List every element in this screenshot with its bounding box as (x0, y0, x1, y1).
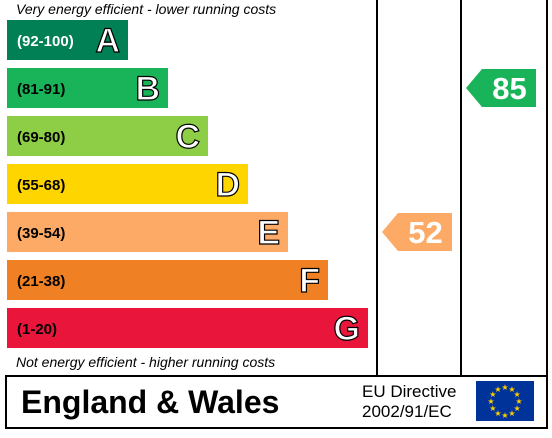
flag-star: ★ (489, 390, 496, 399)
current-rating-arrow (382, 213, 452, 251)
directive-line-2: 2002/91/EC (362, 402, 452, 421)
flag-star: ★ (515, 397, 522, 406)
band-letter-a: A (95, 22, 120, 60)
directive-line-1: EU Directive (362, 382, 457, 401)
potential-rating-arrow (466, 69, 536, 107)
band-range-b: (81-91) (17, 81, 65, 98)
flag-star: ★ (501, 383, 508, 392)
band-bar-e (7, 212, 288, 252)
flag-star: ★ (508, 409, 515, 418)
band-letter-f: F (299, 262, 320, 300)
band-letter-d: D (215, 166, 240, 204)
band-range-d: (55-68) (17, 177, 65, 194)
band-letter-b: B (135, 70, 160, 108)
band-bar-f (7, 260, 328, 300)
flag-star: ★ (487, 397, 494, 406)
flag-star: ★ (494, 409, 501, 418)
grid-lines (5, 0, 548, 429)
band-bar-c (7, 116, 208, 156)
flag-star: ★ (489, 404, 496, 413)
band-range-a: (92-100) (17, 33, 74, 50)
band-bar-d (7, 164, 248, 204)
band-bar-b (7, 68, 168, 108)
band-range-f: (21-38) (17, 273, 65, 290)
flag-star: ★ (508, 385, 515, 394)
flag-star: ★ (501, 411, 508, 420)
band-letter-e: E (257, 214, 280, 252)
flag-star: ★ (494, 385, 501, 394)
efficient-note: Very energy efficient - lower running co… (16, 1, 277, 17)
band-range-g: (1-20) (17, 321, 57, 338)
eu-directive: EU Directive 2002/91/EC (362, 382, 466, 422)
potential-rating-value: 85 (492, 71, 526, 106)
band-range-e: (39-54) (17, 225, 65, 242)
current-rating-value: 52 (408, 215, 442, 250)
eu-flag-icon: ★ ★★★★★★★★★★★ (476, 381, 534, 421)
band-letter-g: G (334, 310, 360, 348)
region-title: England & Wales (21, 384, 280, 420)
band-letter-c: C (175, 118, 200, 156)
band-bar-a (7, 20, 128, 60)
bands: (92-100) A (81-91) B (69-80) C (55-68) D (39-54)… (7, 20, 368, 349)
flag-star: ★ (514, 404, 521, 413)
rating-arrows: 52 85 (382, 69, 536, 251)
band-bar-g (7, 308, 368, 348)
inefficient-note: Not energy efficient - higher running co… (16, 354, 276, 370)
flag-star: ★ (514, 390, 521, 399)
band-range-c: (69-80) (17, 129, 65, 146)
